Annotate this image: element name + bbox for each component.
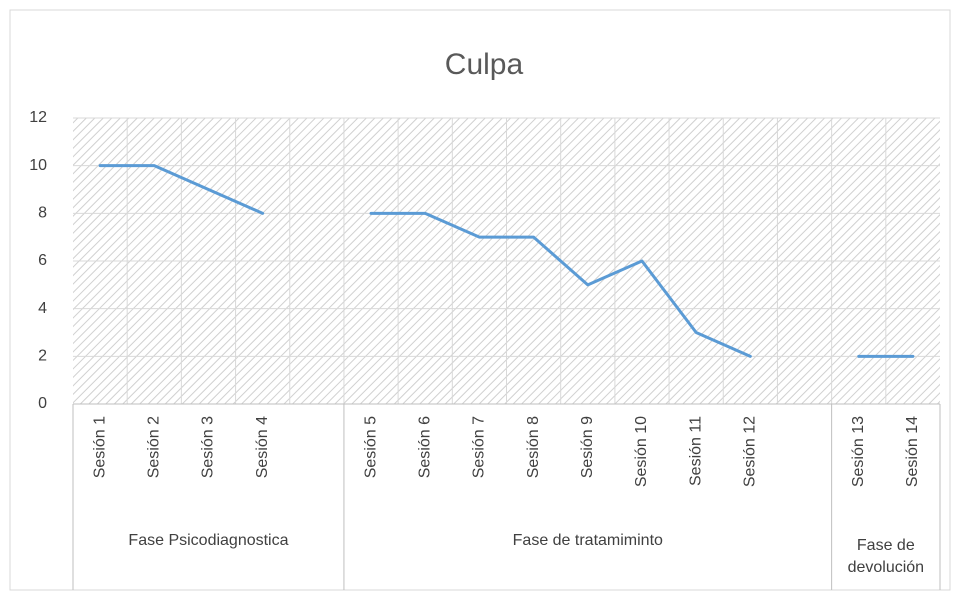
y-tick-label: 12: [29, 109, 47, 126]
y-tick-label: 8: [38, 205, 47, 222]
group-label: Fase Psicodiagnostica: [128, 532, 289, 549]
x-tick-label: Sesión 9: [579, 416, 596, 478]
x-tick-label: Sesión 3: [200, 416, 217, 478]
x-tick-label: Sesión 12: [742, 416, 759, 487]
y-tick-label: 0: [38, 395, 47, 412]
x-tick-label: Sesión 7: [471, 416, 488, 478]
x-tick-label: Sesión 4: [254, 416, 271, 478]
chart-title: Culpa: [445, 48, 524, 81]
data-line: [98, 164, 915, 358]
x-tick-label: Sesión 2: [146, 416, 163, 478]
group-label: Fase de devolución: [847, 537, 925, 576]
x-tick-label: Sesión 13: [850, 416, 867, 487]
y-tick-label: 2: [38, 348, 47, 365]
y-tick-label: 4: [38, 300, 47, 317]
x-tick-label: Sesión 1: [91, 416, 108, 478]
x-tick-label: Sesión 14: [904, 416, 921, 487]
y-tick-label: 10: [29, 157, 47, 174]
x-tick-label: Sesión 11: [687, 416, 704, 486]
x-tick-label: Sesión 5: [362, 416, 379, 478]
x-tick-label: Sesión 8: [525, 416, 542, 478]
y-tick-label: 6: [38, 252, 47, 269]
x-tick-label: Sesión 6: [416, 416, 433, 478]
x-tick-label: Sesión 10: [633, 416, 650, 487]
group-label: Fase de tratamiminto: [512, 532, 663, 549]
